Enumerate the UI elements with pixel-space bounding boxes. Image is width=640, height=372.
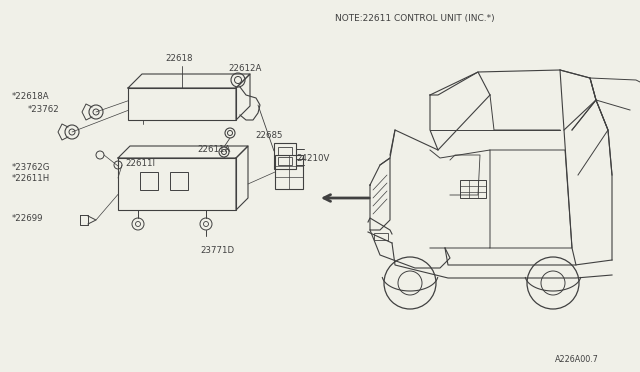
Bar (275, 155, 303, 189)
Text: 24210V: 24210V (296, 154, 330, 163)
Text: 23771D: 23771D (200, 246, 234, 254)
Bar (140, 172, 158, 190)
Bar (170, 172, 188, 190)
Text: 22611A: 22611A (197, 144, 230, 154)
Text: NOTE:22611 CONTROL UNIT (INC.*): NOTE:22611 CONTROL UNIT (INC.*) (335, 13, 495, 22)
Bar (128, 88, 236, 120)
Text: *23762G: *23762G (12, 163, 51, 171)
Text: 22618: 22618 (165, 54, 193, 62)
Text: 22685: 22685 (255, 131, 282, 140)
Bar (274, 143, 296, 169)
Bar (278, 157, 292, 165)
Text: *22699: *22699 (12, 214, 44, 222)
Bar (374, 233, 388, 240)
Text: 22612A: 22612A (228, 64, 261, 73)
Bar (118, 158, 236, 210)
Text: 22611I: 22611I (125, 158, 155, 167)
Text: *22618A: *22618A (12, 92, 50, 100)
Text: A226A00.7: A226A00.7 (555, 356, 599, 365)
Bar (460, 180, 486, 198)
Text: *22611H: *22611H (12, 173, 51, 183)
Text: *23762: *23762 (28, 105, 60, 113)
Bar (278, 147, 292, 155)
